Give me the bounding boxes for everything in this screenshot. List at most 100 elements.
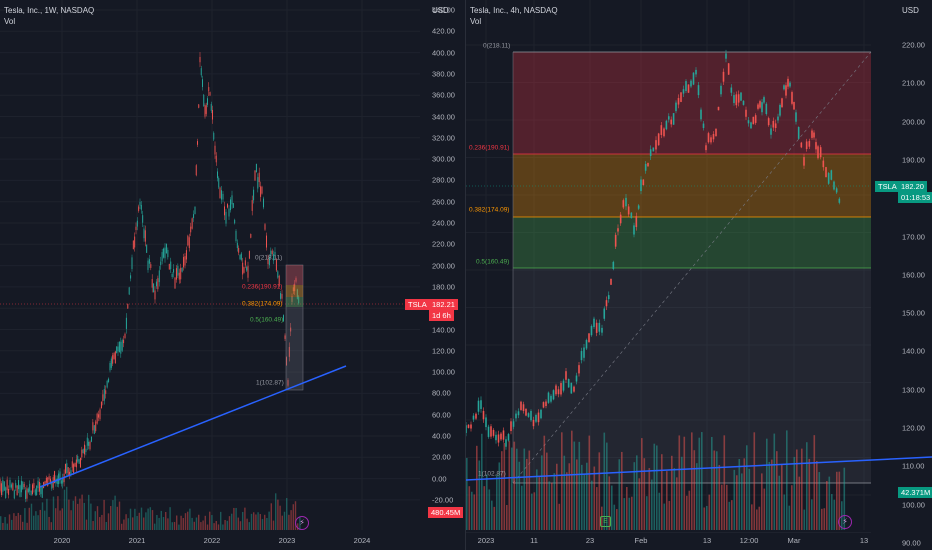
- volume-bar: [571, 430, 573, 530]
- candle-body: [251, 200, 253, 211]
- candle-body: [815, 142, 817, 150]
- volume-bar: [77, 503, 79, 530]
- volume-bar: [631, 496, 633, 530]
- volume-bar: [72, 500, 74, 530]
- candle-body: [131, 257, 133, 269]
- volume-bar: [169, 507, 171, 530]
- volume-bar: [272, 520, 275, 530]
- left-chart-pane[interactable]: Tesla, Inc., 1W, NASDAQ Vol USD 440.00 42…: [0, 0, 465, 550]
- fib-level-label: 0.236(190.91): [242, 283, 283, 291]
- candle-body: [675, 102, 677, 112]
- candle-body: [197, 141, 198, 145]
- candle-body: [89, 441, 91, 450]
- volume-bar: [33, 515, 35, 530]
- volume-bar: [546, 452, 548, 530]
- candle-body: [105, 390, 107, 394]
- candle-body: [830, 170, 833, 180]
- price-tick-label: 140.00: [902, 346, 925, 356]
- volume-bar: [468, 486, 471, 530]
- volume-bar: [793, 456, 796, 530]
- candle-body: [160, 261, 162, 265]
- candle-body: [622, 200, 625, 208]
- candle-body: [737, 94, 740, 103]
- right-earnings-icon[interactable]: E: [600, 516, 611, 527]
- volume-bar: [728, 501, 731, 530]
- candle-body: [127, 303, 129, 309]
- pane-divider[interactable]: [465, 0, 466, 550]
- candle-body: [110, 358, 112, 368]
- volume-bar: [671, 455, 673, 530]
- volume-bar: [711, 436, 713, 530]
- left-lightning-icon[interactable]: ⚡: [295, 516, 309, 530]
- volume-bar: [143, 517, 145, 530]
- time-tick-label: 11: [530, 536, 538, 545]
- volume-bar: [292, 504, 294, 530]
- volume-bar: [541, 455, 543, 530]
- candle-body: [37, 480, 39, 489]
- candle-body: [750, 122, 752, 129]
- fib-zone-0-236: [513, 52, 871, 154]
- candle-body: [257, 177, 259, 189]
- volume-bar: [783, 494, 786, 530]
- right-chart-canvas[interactable]: [466, 0, 932, 550]
- volume-bar: [553, 473, 556, 530]
- right-symbol-title: Tesla, Inc., 4h, NASDAQ: [470, 6, 558, 15]
- candle-body: [813, 132, 815, 138]
- candle-body: [260, 186, 262, 197]
- candle-body: [157, 278, 159, 290]
- candle-body: [827, 173, 830, 184]
- candle-body: [203, 94, 205, 106]
- price-tick-label: 340.00: [432, 112, 455, 121]
- candle-body: [2, 480, 4, 492]
- price-tick-label: -20.00: [432, 495, 454, 505]
- candle-body: [205, 105, 207, 114]
- candle-body: [601, 327, 603, 333]
- volume-bar: [753, 432, 756, 530]
- candle-body: [502, 430, 505, 440]
- candle-body: [547, 392, 550, 403]
- candle-body: [296, 289, 298, 299]
- candle-body: [23, 483, 25, 488]
- volume-bar: [81, 494, 83, 530]
- candle-body: [612, 261, 615, 269]
- volume-bar: [471, 491, 473, 530]
- volume-bar: [651, 479, 653, 530]
- price-tick-label: 90.00: [902, 538, 921, 548]
- price-tick-label: 190.00: [902, 155, 925, 165]
- left-chart-canvas[interactable]: [0, 0, 465, 550]
- volume-bar: [61, 508, 63, 530]
- volume-bar: [224, 519, 226, 530]
- right-lightning-icon[interactable]: ⚡: [838, 515, 852, 529]
- volume-bar: [678, 435, 681, 530]
- candle-body: [84, 444, 86, 455]
- volume-bar: [598, 452, 601, 530]
- volume-bar: [165, 512, 167, 530]
- candle-body: [515, 413, 517, 419]
- price-tick-label: 380.00: [432, 69, 455, 79]
- candle-body: [552, 390, 555, 400]
- left-symbol-title: Tesla, Inc., 1W, NASDAQ: [4, 6, 95, 15]
- volume-bar: [516, 448, 518, 530]
- volume-bar: [17, 512, 19, 530]
- candle-body: [164, 247, 166, 259]
- volume-bar: [763, 488, 766, 530]
- volume-bar: [2, 522, 4, 530]
- candle-body: [99, 409, 101, 420]
- candle-body: [190, 226, 192, 233]
- candle-body: [593, 318, 595, 327]
- price-tick-label: 360.00: [432, 90, 455, 100]
- volume-bar: [768, 461, 771, 530]
- candle-body: [707, 133, 710, 143]
- volume-bar: [35, 511, 37, 530]
- candle-body: [495, 434, 497, 441]
- volume-bar: [277, 499, 279, 530]
- candle-body: [695, 69, 697, 75]
- candle-body: [605, 300, 608, 307]
- volume-bar: [781, 464, 783, 530]
- candle-body: [26, 488, 28, 499]
- volume-bar: [99, 517, 101, 530]
- right-chart-pane[interactable]: Tesla, Inc., 4h, NASDAQ Vol USD 220.00 21…: [466, 0, 932, 550]
- volume-bar: [808, 458, 811, 530]
- candle-body: [0, 479, 1, 491]
- volume-bar: [738, 459, 741, 530]
